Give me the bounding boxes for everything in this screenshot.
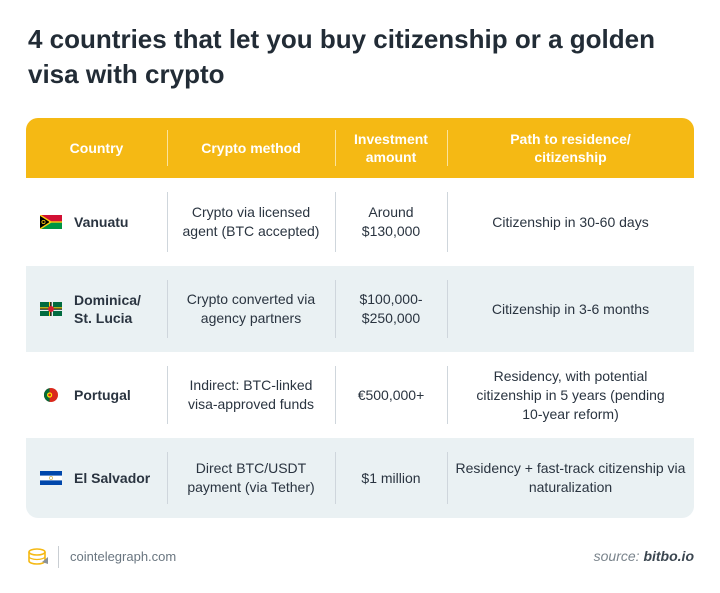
crypto-method-text: Crypto via licensed agent (BTC accepted) [182, 204, 320, 239]
country-name: El Salvador [74, 470, 151, 486]
crypto-method-cell: Crypto via licensed agent (BTC accepted) [167, 178, 335, 266]
header-path-label: Path to residence/ citizenship [510, 131, 631, 165]
country-cell: Dominica/ St. Lucia [26, 266, 167, 352]
header-crypto-method: Crypto method [167, 118, 335, 178]
path-cell: Residency, with potential citizenship in… [447, 352, 694, 438]
investment-amount-cell: $100,000- $250,000 [335, 266, 447, 352]
comparison-table: Country Crypto method Investment amount … [26, 118, 694, 518]
header-path: Path to residence/ citizenship [447, 118, 694, 178]
footer-site-link[interactable]: cointelegraph.com [70, 549, 177, 564]
country-cell: El Salvador [26, 438, 167, 518]
cointelegraph-logo-icon [28, 548, 48, 565]
header-investment-amount-label: Investment amount [354, 131, 428, 165]
page-title: 4 countries that let you buy citizenship… [28, 24, 655, 89]
country-cell: Vanuatu [26, 178, 167, 266]
crypto-method-text: Indirect: BTC-linked visa-approved funds [187, 377, 315, 412]
dominica-flag-icon [40, 302, 62, 316]
crypto-method-cell: Direct BTC/USDT payment (via Tether) [167, 438, 335, 518]
portugal-flag-icon [44, 388, 58, 402]
country-name: Vanuatu [74, 214, 129, 230]
table-row: Portugal Indirect: BTC-linked visa-appro… [26, 352, 694, 438]
country-name-text: Dominica/ St. Lucia [74, 292, 141, 326]
table-header-row: Country Crypto method Investment amount … [26, 118, 694, 178]
investment-amount-text: €500,000+ [357, 386, 425, 403]
investment-amount-cell: €500,000+ [335, 352, 447, 438]
path-cell: Citizenship in 3-6 months [447, 266, 694, 352]
investment-amount-cell: $1 million [335, 438, 447, 518]
el-salvador-flag-icon [40, 471, 62, 485]
path-text: Residency, with potential citizenship in… [476, 367, 665, 422]
crypto-method-text: Crypto converted via agency partners [186, 291, 316, 326]
country-name: Portugal [74, 387, 131, 403]
investment-amount-text: Around $130,000 [361, 204, 421, 239]
header-investment-amount: Investment amount [335, 118, 447, 178]
table-row: Dominica/ St. Lucia Crypto converted via… [26, 266, 694, 352]
investment-amount-text: $100,000- $250,000 [359, 291, 423, 326]
crypto-method-text: Direct BTC/USDT payment (via Tether) [187, 460, 315, 495]
header-country: Country [69, 140, 124, 156]
path-text: Citizenship in 30-60 days [492, 213, 649, 230]
vanuatu-flag-icon [40, 215, 62, 229]
investment-amount-cell: Around $130,000 [335, 178, 447, 266]
path-cell: Citizenship in 30-60 days [447, 178, 694, 266]
footer-source: source: bitbo.io [594, 548, 694, 564]
country-name: Dominica/ St. Lucia [74, 291, 146, 327]
path-cell: Residency + fast-track citizenship via n… [447, 438, 694, 518]
table-row: Vanuatu Crypto via licensed agent (BTC a… [26, 178, 694, 266]
investment-amount-text: $1 million [361, 469, 421, 486]
table-row: El Salvador Direct BTC/USDT payment (via… [26, 438, 694, 518]
crypto-method-cell: Indirect: BTC-linked visa-approved funds [167, 352, 335, 438]
crypto-method-cell: Crypto converted via agency partners [167, 266, 335, 352]
footer-source-name: bitbo.io [643, 548, 694, 564]
footer-source-prefix: source: [593, 548, 640, 564]
country-cell: Portugal [26, 352, 167, 438]
path-text: Residency + fast-track citizenship via n… [455, 460, 686, 495]
path-text: Citizenship in 3-6 months [491, 300, 650, 317]
footer-divider [58, 546, 59, 568]
